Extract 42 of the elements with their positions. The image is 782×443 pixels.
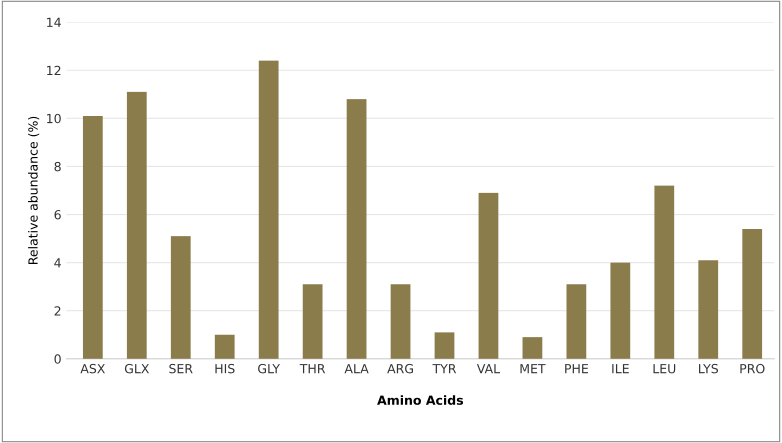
x-tick-label: SER: [169, 364, 193, 374]
x-axis-title: Amino Acids: [377, 395, 464, 405]
x-tick-label: LEU: [654, 364, 676, 374]
y-tick-label: 6: [54, 210, 61, 220]
x-tick-label: GLY: [258, 364, 280, 374]
bar: [258, 60, 279, 359]
x-tick-label: ASX: [80, 364, 105, 374]
y-tick-label: 2: [54, 306, 60, 316]
x-tick-label: THR: [300, 364, 326, 374]
bar: [302, 284, 323, 359]
bar: [522, 337, 542, 359]
bar: [610, 262, 630, 359]
bar: [126, 92, 147, 359]
x-tick-label: MET: [520, 364, 546, 374]
y-tick-label: 0: [54, 354, 61, 364]
x-tick-label: PRO: [740, 364, 765, 374]
x-tick-label: ARG: [387, 364, 413, 374]
bar: [214, 334, 235, 359]
x-tick-label: VAL: [476, 364, 500, 374]
x-tick-label: HIS: [215, 364, 235, 374]
bar: [654, 186, 674, 359]
bar: [170, 236, 191, 359]
x-tick-label: GLX: [124, 364, 150, 374]
y-tick-label: 8: [54, 162, 61, 172]
bar: [346, 99, 366, 359]
bar: [742, 228, 762, 359]
bar: [434, 332, 454, 359]
bar: [82, 116, 103, 359]
x-tick-label: PHE: [565, 364, 588, 374]
bar: [566, 284, 586, 359]
bar: [478, 192, 498, 359]
x-tick-label: ILE: [612, 364, 629, 374]
y-tick-label: 4: [54, 258, 61, 268]
x-tick-label: LYS: [699, 364, 718, 374]
bar: [698, 260, 718, 359]
x-tick-label: ALA: [344, 364, 369, 374]
x-tick-label: TYR: [432, 364, 456, 374]
y-axis-title: Relative abundance (%): [28, 116, 40, 264]
y-tick-label: 14: [47, 18, 61, 27]
bar: [390, 284, 410, 359]
y-tick-label: 12: [47, 66, 60, 75]
y-tick-label: 10: [47, 114, 61, 124]
